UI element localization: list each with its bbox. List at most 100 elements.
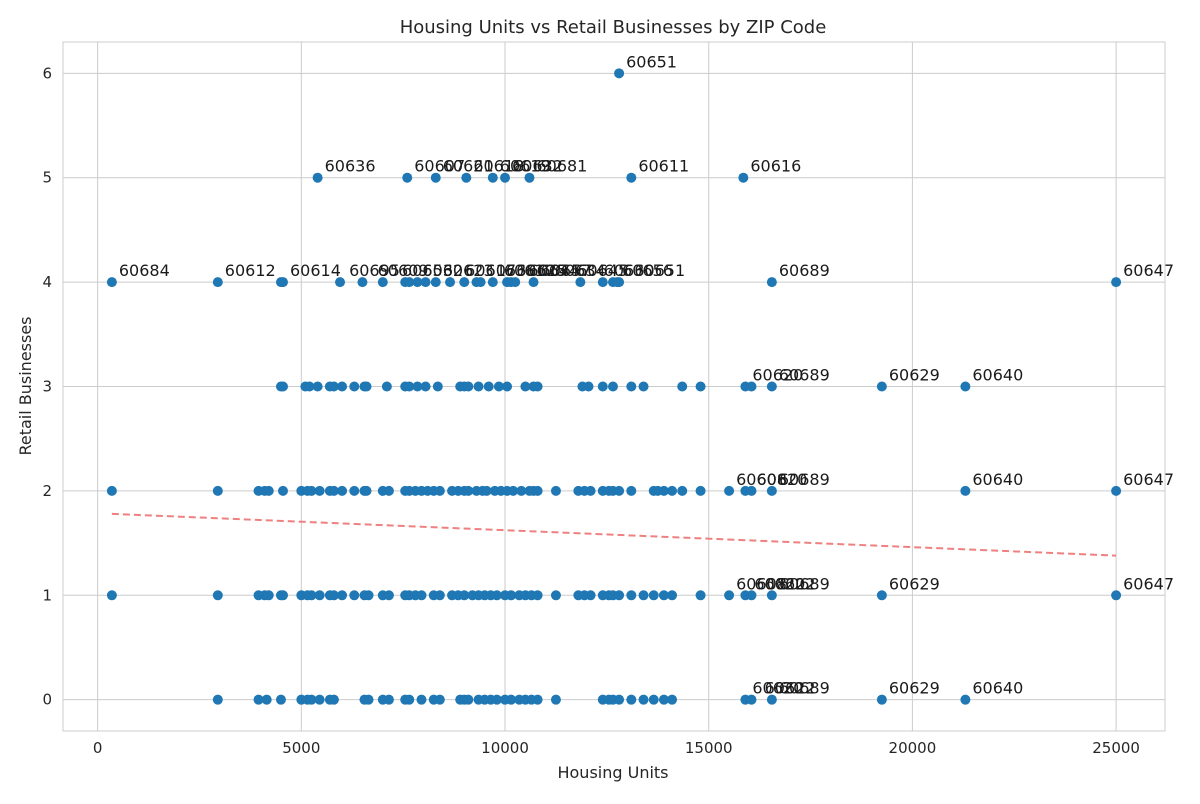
zip-annotation: 60607	[414, 157, 465, 176]
data-point	[597, 277, 608, 288]
zip-annotation: 60620	[756, 470, 807, 489]
zip-annotation: 60611	[638, 157, 689, 176]
data-point	[508, 485, 519, 496]
data-point	[361, 381, 372, 392]
data-point	[677, 381, 688, 392]
data-point	[432, 381, 443, 392]
data-point	[106, 590, 117, 601]
data-point	[487, 172, 498, 183]
data-point	[724, 590, 735, 601]
data-point	[212, 694, 223, 705]
data-point	[746, 694, 757, 705]
zip-annotation: 60651	[634, 261, 685, 280]
zip-annotation: 60629	[889, 574, 940, 593]
data-points	[106, 68, 1122, 705]
data-point	[275, 694, 286, 705]
zip-annotation: 60608	[736, 470, 787, 489]
data-point	[766, 277, 777, 288]
data-point	[550, 485, 561, 496]
zip-annotation: 60681	[536, 157, 587, 176]
zip-annotation: 60626	[422, 261, 473, 280]
data-point	[876, 590, 887, 601]
data-point	[328, 590, 339, 601]
data-point	[638, 694, 649, 705]
chart-title: Housing Units vs Retail Businesses by ZI…	[400, 17, 827, 38]
data-point	[626, 590, 637, 601]
data-point	[648, 694, 659, 705]
zip-annotation: 60608	[736, 574, 787, 593]
data-point	[412, 381, 423, 392]
data-point	[1111, 485, 1122, 496]
zip-annotation: 60622	[765, 679, 816, 698]
data-point	[463, 381, 474, 392]
x-tick-label: 5000	[282, 739, 320, 757]
data-point	[212, 485, 223, 496]
data-point	[349, 590, 360, 601]
data-point	[483, 381, 494, 392]
data-point	[876, 381, 887, 392]
zip-annotation: 60622	[765, 574, 816, 593]
data-point	[416, 590, 427, 601]
data-point	[404, 277, 415, 288]
zip-annotation: 60684	[119, 261, 170, 280]
trend-line-layer	[111, 512, 1117, 557]
data-point	[528, 277, 539, 288]
y-tick-label: 5	[42, 169, 52, 187]
zip-annotation: 60656	[622, 261, 673, 280]
x-tick-label: 20000	[889, 739, 937, 757]
plot-frame	[62, 41, 1166, 732]
data-point	[746, 485, 757, 496]
trend-line	[111, 512, 1117, 557]
data-point	[463, 694, 474, 705]
data-point	[306, 590, 317, 601]
data-point	[434, 485, 445, 496]
data-point	[212, 277, 223, 288]
data-point	[648, 590, 659, 601]
data-point	[876, 694, 887, 705]
data-point	[520, 381, 531, 392]
zip-annotation: 60618	[473, 157, 524, 176]
data-point	[306, 694, 317, 705]
data-point	[746, 590, 757, 601]
data-point	[402, 172, 413, 183]
data-point	[106, 277, 117, 288]
zip-annotation: 60653	[402, 261, 453, 280]
y-axis-label: Retail Businesses	[16, 316, 35, 455]
data-point	[658, 590, 669, 601]
data-point	[638, 381, 649, 392]
zip-annotation: 60620	[752, 679, 803, 698]
x-tick-label: 15000	[685, 739, 733, 757]
data-point	[337, 381, 348, 392]
data-point	[766, 381, 777, 392]
data-point	[430, 277, 441, 288]
zip-annotation: 60610	[504, 261, 555, 280]
data-point	[614, 694, 625, 705]
data-point	[532, 485, 543, 496]
data-point	[412, 277, 423, 288]
data-point	[481, 485, 492, 496]
data-point	[575, 277, 586, 288]
data-point	[314, 590, 325, 601]
data-point	[524, 172, 535, 183]
data-point	[306, 485, 317, 496]
data-point	[614, 485, 625, 496]
data-point	[626, 172, 637, 183]
data-point	[677, 485, 688, 496]
data-point	[461, 172, 472, 183]
data-point	[766, 590, 777, 601]
zip-annotation: 60645	[577, 261, 628, 280]
data-point	[416, 694, 427, 705]
zip-annotation: 60695	[349, 261, 400, 280]
data-point	[746, 381, 757, 392]
zip-annotation: 60689	[779, 574, 830, 593]
annotations: 60651 60636 606076062160618606196063260681…	[119, 52, 1174, 697]
zip-annotation: 60638	[486, 261, 537, 280]
zip-annotation: 60620	[752, 366, 803, 385]
zip-annotation: 60689	[779, 366, 830, 385]
data-point	[695, 485, 706, 496]
data-point	[960, 381, 971, 392]
y-tick-label: 3	[42, 378, 52, 396]
zip-annotation: 60640	[972, 366, 1023, 385]
